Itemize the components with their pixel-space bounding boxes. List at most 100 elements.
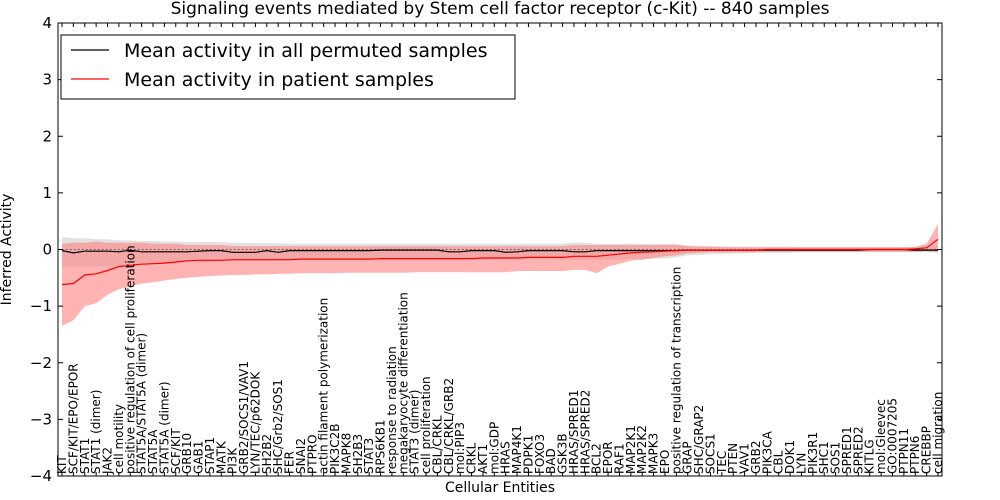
x-category-label: STAT3 (362, 438, 376, 474)
x-category-label: JAK2 (101, 447, 115, 475)
x-category-label: SCF/KIT (169, 428, 183, 474)
x-category-label: DOK1 (783, 440, 797, 474)
x-category-label: STAT5A/STAT5A (dimer) (135, 333, 149, 474)
x-category-label: SOCS1 (704, 433, 718, 474)
y-axis-title: Inferred Activity (0, 194, 15, 306)
x-category-label: CBL/CRKL/GRB2 (442, 378, 456, 474)
x-category-label: MAPK8 (339, 433, 353, 474)
x-category-label: GSK3B (556, 433, 570, 474)
x-category-label: STAT1 (78, 438, 92, 474)
y-tick-label: −2 (30, 354, 52, 372)
x-category-label: PIK3R1 (806, 432, 820, 474)
x-category-label: AKT1 (476, 444, 490, 474)
x-category-label: positive regulation of transcription (669, 267, 683, 474)
legend: Mean activity in all permuted samples Me… (60, 34, 516, 100)
y-tick-label: −4 (30, 467, 52, 485)
x-category-label: HRAS (499, 441, 513, 474)
band-patient (62, 224, 938, 326)
x-category-label: MATK (214, 440, 228, 474)
x-category-label: PTPRO (305, 434, 319, 474)
x-category-label: PTEN (726, 443, 740, 474)
x-category-label: MAP2K1 (624, 425, 638, 474)
x-category-label: GRB10 (180, 433, 194, 474)
legend-label-patient: Mean activity in patient samples (124, 69, 434, 91)
x-category-label: megakaryocyte differentiation (396, 292, 410, 474)
x-category-label: PIK3CA (760, 430, 774, 474)
x-category-label: LYN (795, 453, 809, 474)
legend-label-permuted: Mean activity in all permuted samples (124, 40, 487, 62)
x-axis-title: Cellular Entities (445, 480, 555, 496)
y-tick-label: 3 (42, 71, 52, 89)
x-category-label: PIK3C2B (328, 423, 342, 474)
x-category-label: mol:PIP3 (453, 422, 467, 474)
x-category-label: mol:Gleevec (874, 399, 888, 474)
x-category-label: PDPK1 (521, 435, 535, 474)
x-category-label: EPOR (601, 441, 615, 474)
x-category-label: TEC (715, 451, 729, 475)
x-category-label: HRAS/SPRED2 (578, 390, 592, 474)
x-category-label: SHC/GRAP2 (692, 405, 706, 474)
y-tick-label: 2 (42, 127, 52, 145)
x-category-label: actin filament polymerization (317, 298, 331, 474)
x-category-label: PTPN11 (897, 428, 911, 474)
x-category-label: response to radiation (385, 346, 399, 474)
confidence-bands (62, 224, 938, 326)
x-category-label: positive regulation of cell proliferatio… (123, 245, 137, 474)
y-tick-label: −3 (30, 410, 52, 428)
x-category-label: MAP4K1 (510, 425, 524, 474)
x-category-label: CBL (772, 450, 786, 474)
x-category-label: SPRED2 (851, 426, 865, 474)
x-category-label: GRAP (681, 441, 695, 474)
y-tick-label: 1 (42, 184, 52, 202)
x-category-label: SHC1 (817, 441, 831, 474)
x-category-label: SNAI2 (294, 438, 308, 474)
x-category-label: LYN/TEC/p62DOK (248, 371, 262, 474)
x-category-label: cell motility (112, 404, 126, 474)
x-category-label: mol:GDP (487, 422, 501, 474)
x-category-label: RPS6KB1 (374, 419, 388, 474)
x-category-label: cell proliferation (419, 376, 433, 474)
x-category-label: SOS1 (829, 442, 843, 474)
y-tick-label: 0 (42, 241, 52, 259)
series-line-patient (61, 238, 939, 286)
x-category-label: STAT5A (dimer) (157, 381, 171, 474)
x-category-label: CREBBP (920, 426, 934, 474)
x-category-label: PI3K (226, 447, 240, 474)
x-category-label: CRKL (465, 442, 479, 474)
x-category-label: HRAS/SPRED1 (567, 390, 581, 474)
x-category-label: MAP2K2 (635, 425, 649, 474)
x-category-label: SPRED1 (840, 426, 854, 474)
x-category-label: CBL/CRKL (430, 415, 444, 474)
x-category-label: SH2B2 (260, 434, 274, 474)
x-category-label: STAT1 (dimer) (89, 390, 103, 474)
x-category-label: PTPN6 (908, 436, 922, 474)
x-category-label: SH2B3 (351, 434, 365, 474)
x-category-label: BCL2 (590, 443, 604, 474)
y-axis: −4 −3 −2 −1 0 1 2 3 4 (30, 14, 942, 485)
x-category-label: KITLG (863, 439, 877, 474)
x-category-label: FOXO3 (533, 434, 547, 474)
x-category-label: RAF1 (613, 443, 627, 474)
x-category-label: EPO (658, 450, 672, 474)
x-category-label: VAV1 (738, 443, 752, 474)
x-category-label: cell migration (931, 392, 945, 474)
x-category-label: SHC/Grb2/SOS1 (271, 379, 285, 474)
x-category-label: GAB1 (192, 441, 206, 474)
plot-frame (57, 22, 943, 477)
series-lines (58, 238, 942, 286)
chart-title: Signaling events mediated by Stem cell f… (171, 0, 830, 19)
x-category-label: BAD (544, 448, 558, 474)
x-category-label: GRB2/SOCS1/VAV1 (237, 361, 251, 474)
x-category-label: GO:0007205 (886, 398, 900, 474)
x-category-label: GRB2 (749, 440, 763, 474)
x-category-label: STAP1 (203, 437, 217, 474)
x-category-label: MAPK3 (647, 433, 661, 474)
x-category-label: STAT3 (dimer) (408, 390, 422, 474)
x-category-label: STAT5A (146, 429, 160, 474)
y-tick-label: −1 (30, 297, 52, 315)
x-category-label: SCF/KIT/EPO/EPOR (66, 363, 80, 474)
y-tick-label: 4 (42, 14, 52, 32)
legend-box (60, 34, 516, 100)
